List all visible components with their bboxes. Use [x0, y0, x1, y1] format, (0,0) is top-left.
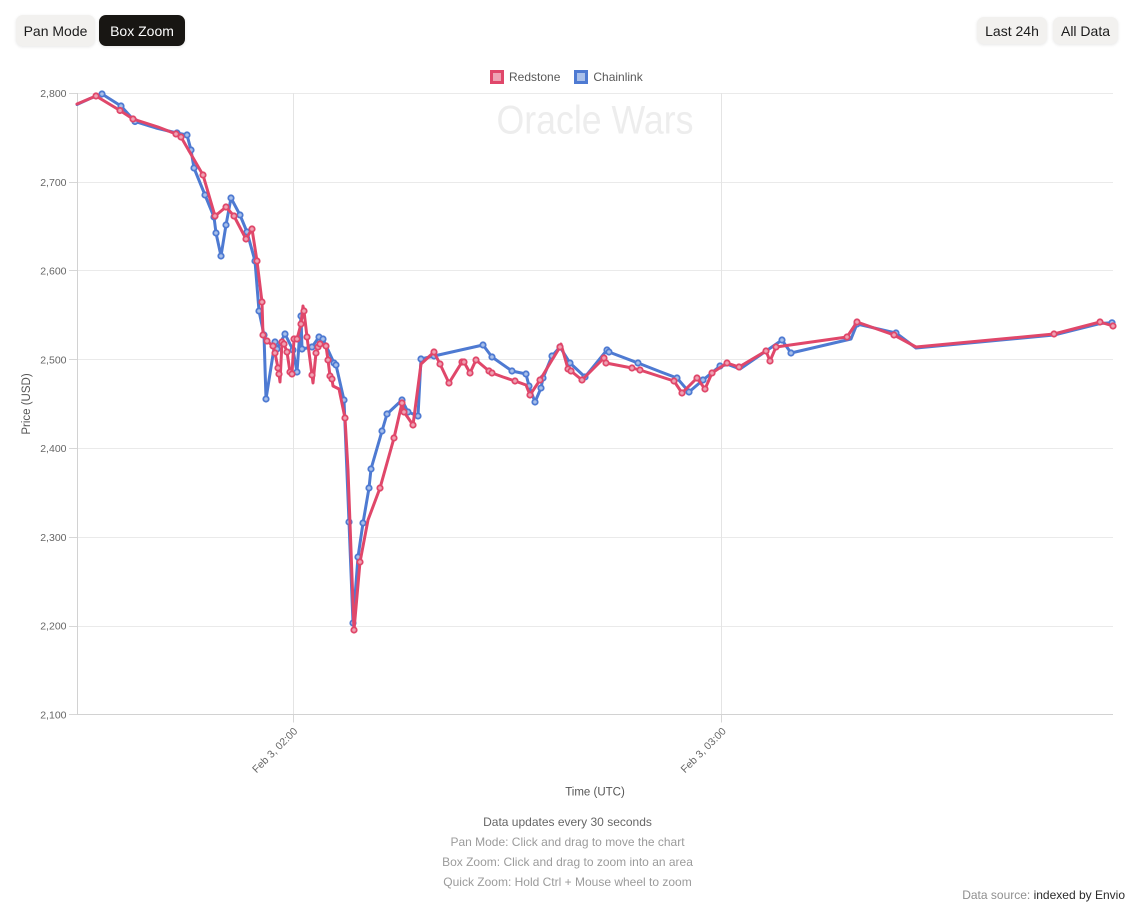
- svg-text:2,400: 2,400: [40, 443, 66, 455]
- svg-text:2,600: 2,600: [40, 266, 66, 278]
- svg-text:2,200: 2,200: [40, 621, 66, 633]
- svg-text:2,500: 2,500: [40, 354, 66, 366]
- svg-text:Time (UTC): Time (UTC): [565, 787, 625, 799]
- svg-text:2,700: 2,700: [40, 177, 66, 189]
- svg-text:Price (USD): Price (USD): [21, 373, 33, 435]
- svg-text:Feb 3, 02:00: Feb 3, 02:00: [250, 725, 300, 775]
- svg-text:Feb 3, 03:00: Feb 3, 03:00: [679, 725, 729, 775]
- svg-text:2,100: 2,100: [40, 709, 66, 721]
- svg-text:2,300: 2,300: [40, 532, 66, 544]
- svg-text:Oracle Wars: Oracle Wars: [497, 99, 694, 143]
- svg-text:2,800: 2,800: [40, 88, 66, 100]
